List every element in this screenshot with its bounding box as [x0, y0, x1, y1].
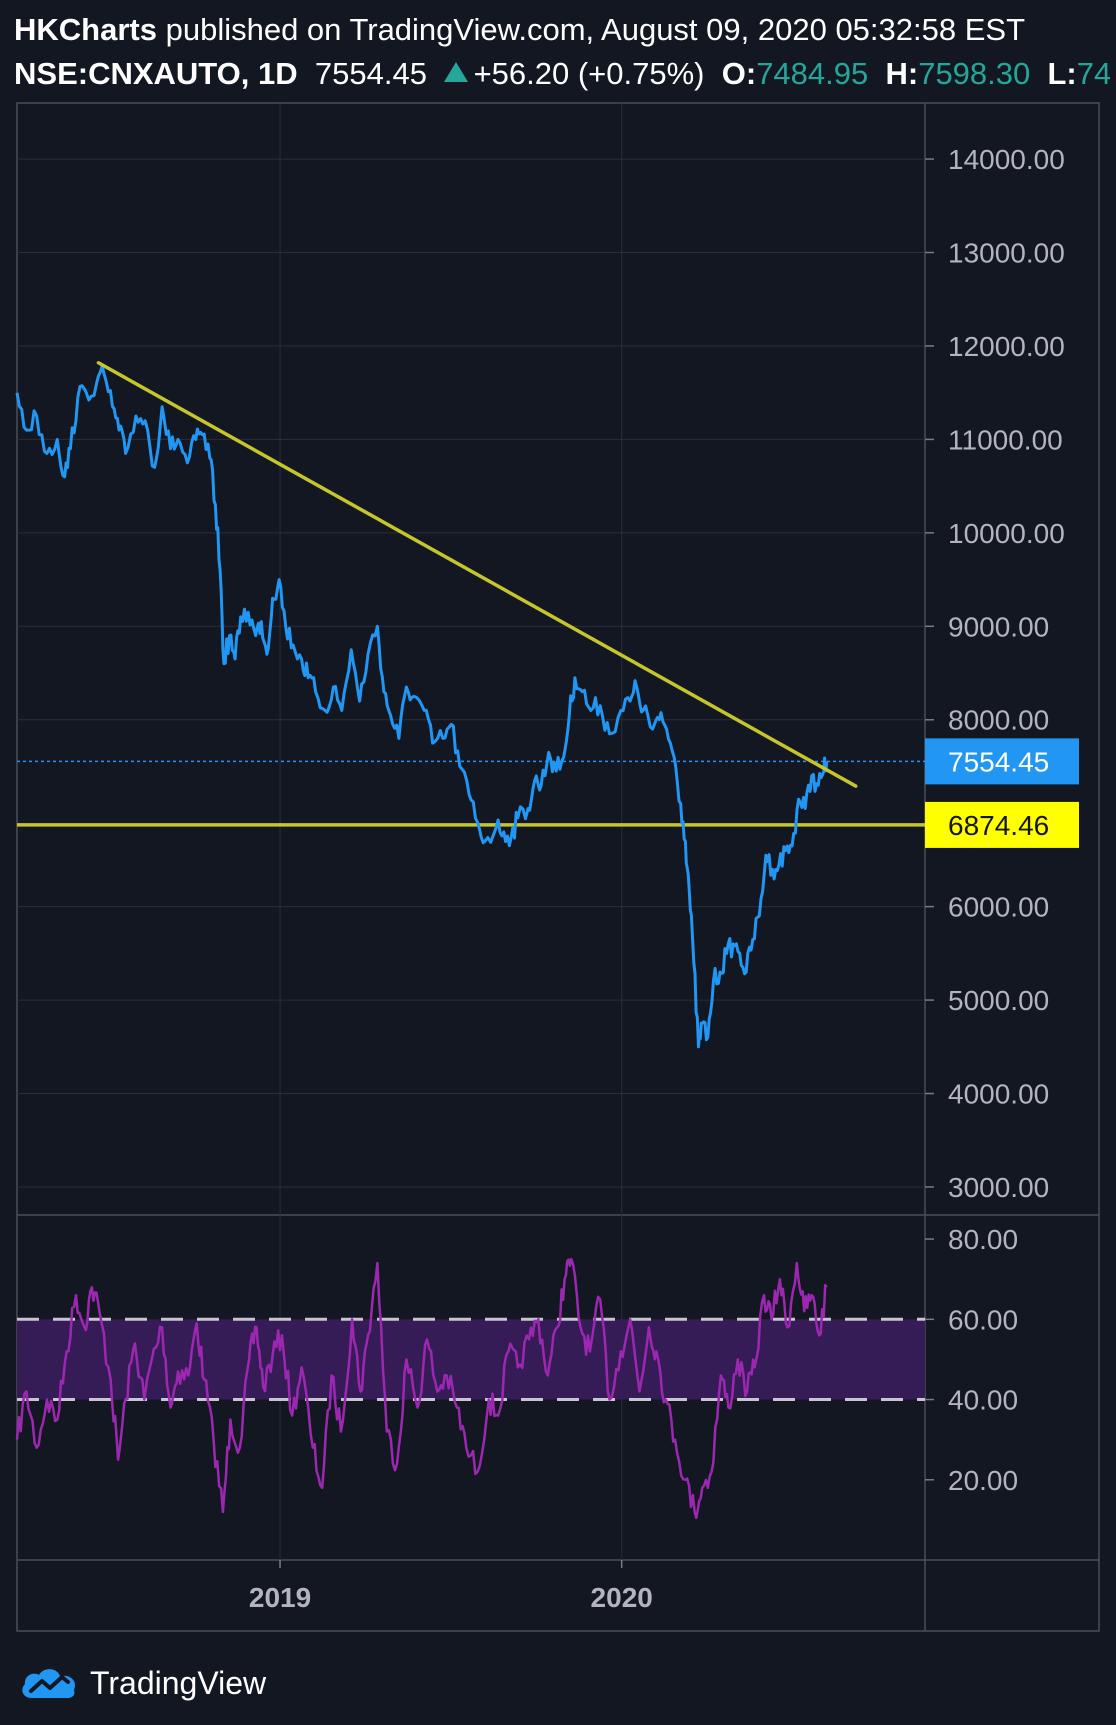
rsi-line: [15, 1257, 828, 1520]
price-tick-label: 9000.00: [948, 611, 1049, 642]
axis-labels: 14000.00 13000.00 12000.00 11000.00 10000.00…: [249, 144, 1065, 1613]
price-change: +56.20 (+0.75%): [473, 56, 705, 91]
high-label: H:: [885, 56, 919, 91]
rsi-layer: [15, 1257, 828, 1520]
time-tick-label: 2019: [249, 1582, 311, 1613]
levels-layer: [17, 760, 925, 827]
time-tick-label: 2020: [591, 1582, 653, 1613]
support-price-tag: [925, 801, 1079, 848]
chart-header: HKCharts published on TradingView.com, A…: [14, 8, 1110, 96]
footer-brand[interactable]: TradingView: [18, 1658, 266, 1708]
tradingview-logo-icon: [22, 1669, 76, 1698]
price-tick-label: 4000.00: [948, 1079, 1049, 1110]
price-tick-label: 10000.00: [948, 518, 1065, 549]
price-tick-label: 14000.00: [948, 144, 1065, 175]
price-tick-label: 13000.00: [948, 238, 1065, 269]
price-tick-label: 8000.00: [948, 705, 1049, 736]
high-value: 7598.30: [918, 56, 1031, 91]
rsi-tick-label: 60.00: [948, 1304, 1018, 1335]
trend-layer: [96, 361, 858, 788]
up-arrow-icon: [443, 62, 468, 82]
price-tick-label: 3000.00: [948, 1172, 1049, 1203]
rsi-tick-label: 80.00: [948, 1224, 1018, 1255]
last-price: 7554.45: [314, 56, 427, 91]
resistance-trendline: [96, 361, 858, 788]
symbol-label[interactable]: NSE:CNXAUTO, 1D: [14, 56, 298, 91]
chart-frame: [16, 102, 1100, 1632]
price-tick-label: 11000.00: [948, 424, 1063, 455]
ohlc-line: NSE:CNXAUTO, 1D 7554.45 +56.20 (+0.75%) …: [14, 52, 1110, 96]
rsi-tick-label: 40.00: [948, 1385, 1018, 1416]
footer-brand-name: TradingView: [90, 1664, 267, 1701]
price-tick-label: 12000.00: [948, 331, 1065, 362]
price-tick-label: 5000.00: [948, 985, 1049, 1016]
author-name[interactable]: HKCharts: [14, 12, 157, 47]
price-line: [15, 364, 829, 1049]
support-price-label: 6874.46: [948, 810, 1049, 841]
price-layer: [15, 364, 829, 1049]
publish-line: HKCharts published on TradingView.com, A…: [14, 8, 1110, 52]
last-price-label: 7554.45: [948, 746, 1049, 777]
low-label: L:: [1047, 56, 1077, 91]
rsi-band: [17, 1319, 925, 1400]
price-tags: 6874.46 7554.45: [925, 738, 1079, 848]
last-price-tag: [925, 738, 1079, 785]
price-tick-label: 6000.00: [948, 892, 1049, 923]
published-text: published on TradingView.com, August 09,…: [165, 12, 1026, 47]
rsi-tick-label: 20.00: [948, 1465, 1018, 1496]
open-value: 7484.95: [756, 56, 869, 91]
rsi-band-layer: [17, 1317, 925, 1402]
open-label: O:: [721, 56, 757, 91]
low-value: 74: [1076, 56, 1110, 91]
